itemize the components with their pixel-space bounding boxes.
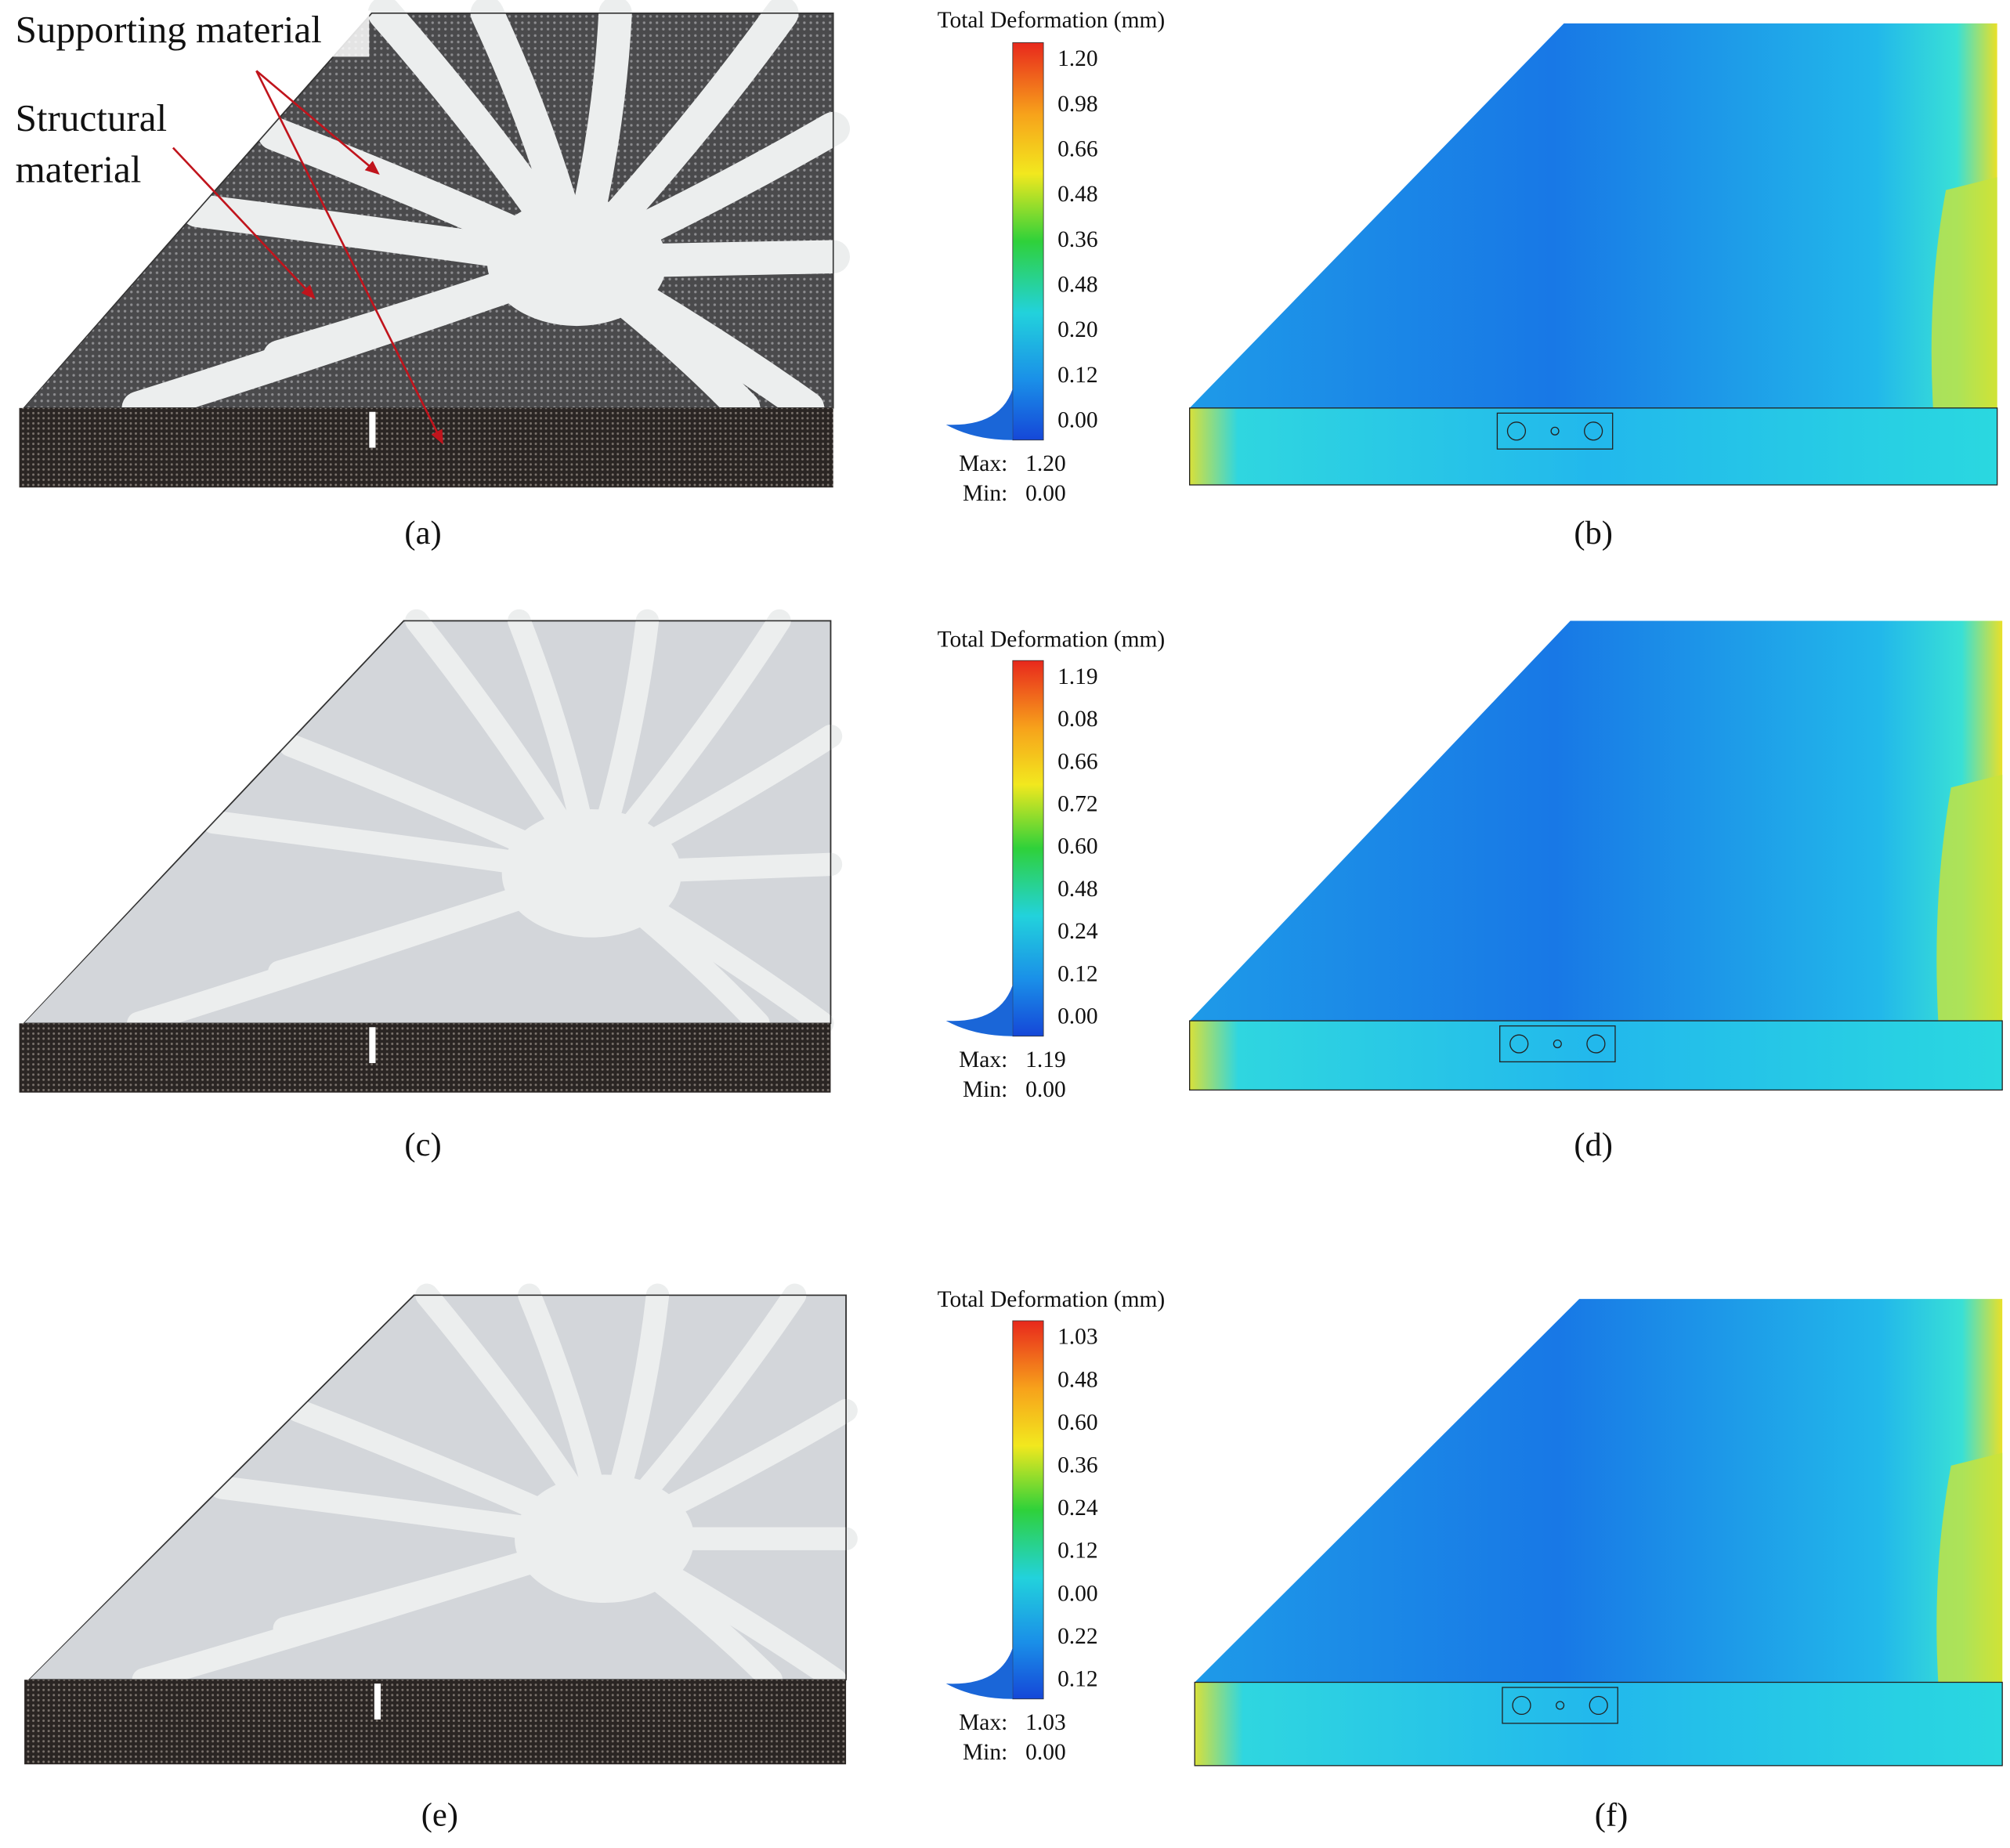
min-value: 0.00 [1025, 1077, 1066, 1102]
base-map [1194, 1681, 2003, 1767]
max-value: 1.03 [1025, 1710, 1066, 1735]
blank [23, 1292, 414, 1680]
legend-tick: 0.98 [1057, 92, 1098, 117]
histogram [945, 389, 1013, 440]
colorbar [1012, 1320, 1044, 1700]
annotation: material [16, 148, 142, 191]
legend-tick: 1.19 [1057, 664, 1098, 689]
deformation-map [1195, 1299, 2003, 1683]
max-label: Max: [959, 1047, 1007, 1072]
arrow [172, 146, 316, 299]
min-value: 0.00 [1025, 1740, 1066, 1765]
panel-label: (f) [1595, 1797, 1628, 1834]
slot [374, 1683, 381, 1720]
hot-edge [1936, 1452, 2003, 1683]
min-value: 0.00 [1025, 481, 1066, 506]
blank [17, 618, 404, 1024]
annotation: Structural [16, 96, 168, 139]
holder [1502, 1687, 1618, 1724]
holder [1499, 1025, 1616, 1063]
slot [369, 1027, 376, 1064]
legend-tick: 0.24 [1057, 1495, 1098, 1521]
annotation-bg [10, 10, 370, 57]
colorbar [1012, 660, 1044, 1037]
outline [21, 12, 834, 409]
base-plate [19, 407, 833, 488]
panel-label: (c) [404, 1127, 441, 1163]
legend-tick: 0.66 [1057, 749, 1098, 774]
legend-tick: 0.20 [1057, 317, 1098, 342]
legend-title: Total Deformation (mm) [938, 1287, 1166, 1312]
legend-title: Total Deformation (mm) [938, 627, 1166, 652]
legend-tick: 0.12 [1057, 363, 1098, 388]
colorbar [1012, 42, 1044, 441]
legend-tick: 0.48 [1057, 1367, 1098, 1392]
base-plate [24, 1680, 847, 1765]
histogram [945, 985, 1013, 1036]
legend-tick: 0.48 [1057, 273, 1098, 298]
max-label: Max: [959, 451, 1007, 476]
arrow [255, 70, 380, 175]
hub [486, 197, 667, 327]
legend-tick: 0.24 [1057, 919, 1098, 944]
panel-label: (d) [1574, 1127, 1613, 1163]
legend-tick: 0.12 [1057, 961, 1098, 986]
slot [369, 411, 376, 448]
min-label: Min: [963, 1740, 1007, 1765]
hole [1512, 1695, 1531, 1716]
annotation: Supporting material [16, 8, 322, 51]
legend-tick: 0.72 [1057, 792, 1098, 817]
hole [1509, 1034, 1529, 1054]
min-label: Min: [963, 1077, 1007, 1102]
hot-edge [1936, 774, 2003, 1022]
legend-tick: 0.12 [1057, 1539, 1098, 1564]
hole [1586, 1034, 1606, 1054]
hole [1556, 1701, 1565, 1710]
max-value: 1.20 [1025, 451, 1066, 476]
legend-tick: 0.22 [1057, 1624, 1098, 1649]
legend-tick: 0.60 [1057, 1410, 1098, 1435]
legend-tick: 0.36 [1057, 227, 1098, 252]
legend-title: Total Deformation (mm) [938, 8, 1166, 33]
legend-tick: 1.20 [1057, 46, 1098, 71]
base-map [1188, 1020, 2003, 1091]
panel-label: (a) [404, 515, 441, 552]
hole [1584, 421, 1603, 441]
legend-tick: 0.60 [1057, 834, 1098, 859]
arrow [255, 70, 443, 445]
legend-tick: 0.36 [1057, 1453, 1098, 1478]
hot-edge [1931, 177, 1997, 408]
hole [1553, 1039, 1562, 1049]
deformation-map [1189, 620, 2003, 1022]
holder [1496, 412, 1614, 450]
legend-tick: 0.12 [1057, 1667, 1098, 1692]
panel-label: (e) [421, 1797, 458, 1834]
legend-tick: 0.48 [1057, 182, 1098, 207]
histogram [945, 1647, 1013, 1699]
panel-label: (b) [1574, 515, 1613, 552]
hub [501, 809, 681, 938]
max-label: Max: [959, 1710, 1007, 1735]
hole [1506, 421, 1527, 441]
deformation-map [1189, 23, 1997, 408]
min-label: Min: [963, 481, 1007, 506]
legend-tick: 1.03 [1057, 1325, 1098, 1350]
blank [17, 10, 372, 408]
base-plate [19, 1023, 831, 1093]
legend-tick: 0.48 [1057, 877, 1098, 902]
legend-tick: 0.66 [1057, 136, 1098, 161]
base-map [1188, 407, 1998, 486]
legend-tick: 0.00 [1057, 408, 1098, 433]
legend-tick: 0.00 [1057, 1581, 1098, 1606]
legend-tick: 0.08 [1057, 707, 1098, 732]
hub [515, 1474, 695, 1604]
max-value: 1.19 [1025, 1047, 1066, 1072]
legend-tick: 0.00 [1057, 1004, 1098, 1029]
hole [1550, 426, 1560, 436]
hole [1589, 1695, 1608, 1716]
